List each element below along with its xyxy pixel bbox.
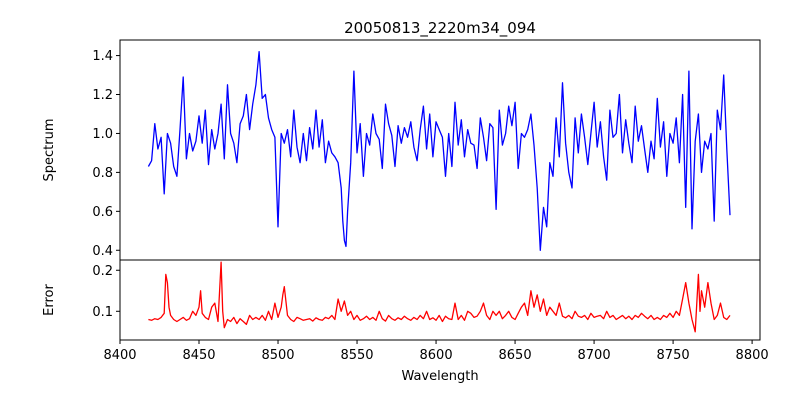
spectrum-y-tick-label: 0.4 — [92, 244, 113, 259]
x-axis-label: Wavelength — [401, 369, 478, 384]
x-tick-label: 8700 — [578, 348, 611, 363]
x-tick-label: 8800 — [736, 348, 769, 363]
error-y-tick-label: 0.2 — [92, 264, 113, 279]
x-tick-label: 8400 — [103, 348, 136, 363]
x-tick-label: 8650 — [499, 348, 532, 363]
spectrum-y-tick-label: 0.8 — [92, 166, 113, 181]
chart-title: 20050813_2220m34_094 — [344, 19, 536, 38]
error-y-tick-label: 0.1 — [92, 305, 113, 320]
error-y-ticks: 0.1 0.2 — [92, 264, 120, 320]
error-line — [148, 261, 731, 333]
x-tick-label: 8600 — [420, 348, 453, 363]
spectrum-y-tick-label: 1.2 — [92, 88, 113, 103]
spectrum-y-ticks: 0.4 0.6 0.8 1.0 1.2 1.4 — [92, 49, 120, 259]
x-tick-label: 8750 — [657, 348, 690, 363]
error-series — [148, 261, 731, 333]
spectrum-y-tick-label: 1.0 — [92, 127, 113, 142]
spectrum-line — [147, 51, 731, 251]
spectrum-y-tick-label: 0.6 — [92, 205, 113, 220]
x-tick-label: 8450 — [182, 348, 215, 363]
spectrum-y-axis-label: Spectrum — [42, 119, 57, 182]
error-y-axis-label: Error — [42, 284, 57, 316]
x-tick-label: 8500 — [261, 348, 294, 363]
x-tick-label: 8550 — [340, 348, 373, 363]
spectrum-y-tick-label: 1.4 — [92, 49, 113, 64]
spectrum-series — [147, 51, 731, 251]
error-axes-frame — [119, 259, 761, 341]
spectrum-panel: 0.4 0.6 0.8 1.0 1.2 1.4 Spectrum — [42, 39, 761, 261]
x-ticks: 8400 8450 8500 8550 8600 8650 8700 8750 8800 — [103, 340, 769, 363]
error-panel: 0.10.2 8400 8450 8500 8550 8600 8650 8700 8750 8… — [42, 259, 769, 363]
